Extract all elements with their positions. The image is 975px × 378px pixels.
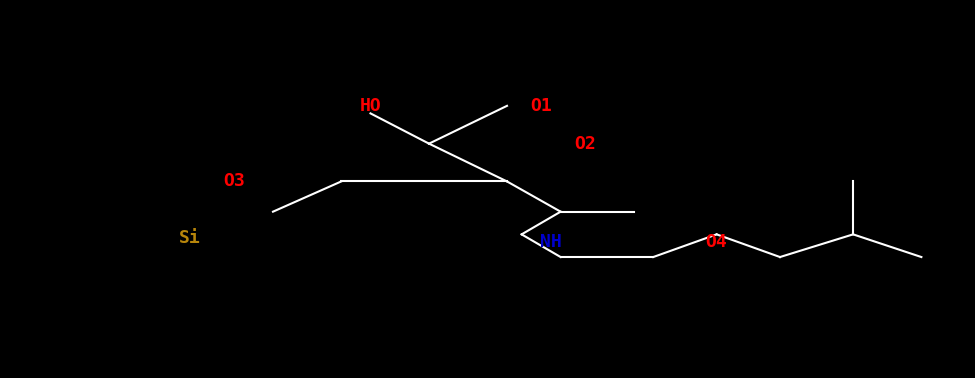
Text: O2: O2	[574, 135, 596, 153]
Text: O4: O4	[706, 233, 727, 251]
Text: O1: O1	[530, 97, 552, 115]
Text: O3: O3	[223, 172, 245, 191]
Text: HO: HO	[360, 97, 381, 115]
Text: NH: NH	[540, 233, 562, 251]
Text: Si: Si	[179, 229, 201, 247]
